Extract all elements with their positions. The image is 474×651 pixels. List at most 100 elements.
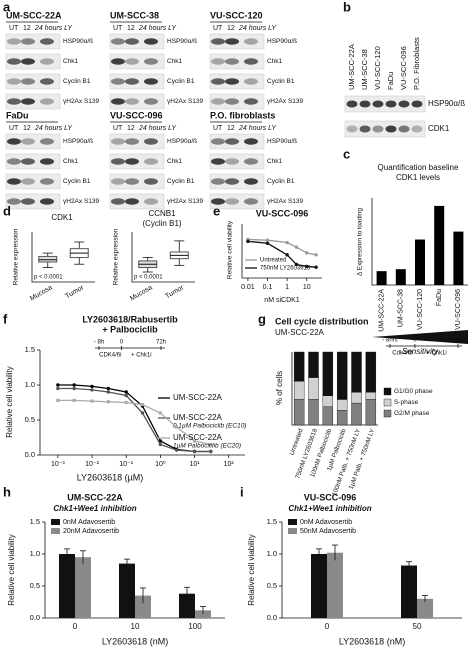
point bbox=[140, 411, 145, 415]
marker-label: Cyclin B1 bbox=[167, 78, 195, 85]
marker-label: γH2Ax S139 bbox=[267, 98, 304, 105]
legend-label: 0nM Adavosertib bbox=[300, 519, 352, 526]
legend-label: 750nM LY2603618 bbox=[260, 266, 311, 272]
timeline-label: 24hrs bbox=[450, 338, 465, 344]
blot-band bbox=[40, 178, 54, 185]
blot-band bbox=[125, 98, 139, 105]
panel-letter: h bbox=[3, 484, 11, 499]
x-tick-label: 10 bbox=[131, 622, 140, 631]
blot-band bbox=[211, 58, 225, 65]
lane-label: 24 hours LY bbox=[138, 25, 177, 32]
panel-letter: g bbox=[258, 311, 266, 326]
marker-label: γH2Ax S139 bbox=[63, 198, 100, 205]
bar bbox=[453, 231, 464, 285]
legend-swatch bbox=[288, 528, 297, 534]
blot-band bbox=[225, 78, 239, 85]
y-tick-label: 1.0 bbox=[25, 380, 35, 389]
chart-title: Cell cycle distribution bbox=[275, 316, 369, 326]
x-tick-label: 1 bbox=[285, 284, 289, 291]
marker-label: γH2Ax S139 bbox=[267, 198, 304, 205]
x-tick-label: 0 bbox=[325, 622, 330, 631]
point bbox=[124, 393, 128, 398]
point bbox=[305, 264, 309, 269]
y-tick-label: 0.5 bbox=[25, 415, 35, 424]
marker-label: HSP90α/ß bbox=[63, 38, 93, 45]
x-tick-label: 10 bbox=[303, 284, 311, 291]
chart-subtitle: Chk1+Wee1 inhibition bbox=[53, 504, 136, 513]
blot-band bbox=[40, 158, 54, 165]
bar bbox=[401, 565, 417, 618]
blot-title: VU-SCC-096 bbox=[110, 110, 163, 120]
point bbox=[72, 383, 76, 387]
x-tick-label: 0.1 bbox=[263, 284, 273, 291]
panel-letter: i bbox=[240, 484, 244, 499]
lane-label: UT bbox=[213, 25, 223, 32]
blot-band bbox=[7, 58, 21, 65]
bar bbox=[415, 239, 425, 285]
legend-note: 0.1µM Palbociclib (EC10) bbox=[173, 423, 246, 430]
x-axis-label: LY2603618 (µM) bbox=[77, 472, 144, 482]
blot-band bbox=[125, 58, 139, 65]
x-tick-label: 10⁻² bbox=[85, 461, 99, 468]
point bbox=[140, 403, 145, 407]
bar-segment bbox=[336, 410, 348, 426]
blot-band bbox=[398, 125, 410, 133]
legend-note: 1µM Palbociclib (EC20) bbox=[173, 443, 241, 450]
x-tick-label: 0.01 bbox=[241, 284, 255, 291]
bar-segment bbox=[336, 399, 348, 411]
y-axis-label: Δ Expression to loading bbox=[357, 208, 364, 276]
cell-line-label: P.O. Fibroblasts bbox=[412, 37, 421, 90]
panel-letter: a bbox=[3, 0, 11, 14]
axis bbox=[241, 224, 322, 279]
blot-band bbox=[40, 138, 54, 145]
timeline-label: - 8h bbox=[94, 340, 104, 346]
panel-letter: c bbox=[343, 146, 350, 161]
bar bbox=[119, 563, 135, 618]
legend-swatch bbox=[288, 519, 297, 525]
point bbox=[294, 262, 299, 267]
blot-band bbox=[211, 78, 225, 85]
y-axis-label: Relative cell viability bbox=[5, 366, 14, 438]
cell-line-label: UM-SCC-38 bbox=[360, 49, 369, 90]
annotation: Sensitivity bbox=[402, 347, 439, 356]
timeline-label: - 8hrs bbox=[382, 338, 397, 344]
blot-title: UM-SCC-22A bbox=[6, 10, 62, 20]
legend-label: 20nM Adavosertib bbox=[63, 528, 119, 535]
marker-label: HSP90α/ß bbox=[428, 99, 465, 108]
lane-label: UT bbox=[9, 25, 19, 32]
marker-label: Cyclin B1 bbox=[167, 178, 195, 185]
legend-swatch bbox=[383, 387, 392, 396]
blot-band bbox=[346, 100, 358, 108]
marker-label: Chk1 bbox=[167, 158, 183, 165]
timeline-step: CDK4/6i bbox=[99, 353, 121, 359]
blot-band bbox=[21, 98, 35, 105]
point bbox=[90, 399, 94, 403]
blot-band bbox=[21, 138, 35, 145]
blot-band bbox=[244, 178, 258, 185]
bar-segment bbox=[351, 402, 362, 426]
blot-band bbox=[125, 138, 139, 145]
blot-band bbox=[144, 158, 158, 165]
blot-band bbox=[144, 98, 158, 105]
blot-band bbox=[125, 198, 139, 205]
blot-band bbox=[7, 38, 21, 45]
lane-label: 12 bbox=[23, 25, 31, 32]
blot-band bbox=[111, 58, 125, 65]
lane-label: UT bbox=[213, 125, 223, 132]
point bbox=[90, 388, 94, 392]
bar bbox=[135, 595, 151, 618]
bar-segment bbox=[365, 351, 377, 393]
x-axis-label: LY2603618 (nM) bbox=[339, 636, 405, 646]
marker-label: CDK1 bbox=[428, 124, 450, 133]
blot-band bbox=[144, 38, 158, 45]
x-tick-label: 50 bbox=[413, 622, 422, 631]
blot-band bbox=[211, 98, 225, 105]
blot-strip bbox=[209, 193, 265, 210]
marker-label: γH2Ax S139 bbox=[167, 198, 204, 205]
lane-label: UT bbox=[113, 125, 123, 132]
blot-band bbox=[244, 58, 258, 65]
blot-strip bbox=[344, 95, 426, 113]
blot-band bbox=[225, 138, 239, 145]
lane-label: 24 hours LY bbox=[34, 125, 73, 132]
x-tick-label: Mucosa bbox=[29, 284, 54, 302]
